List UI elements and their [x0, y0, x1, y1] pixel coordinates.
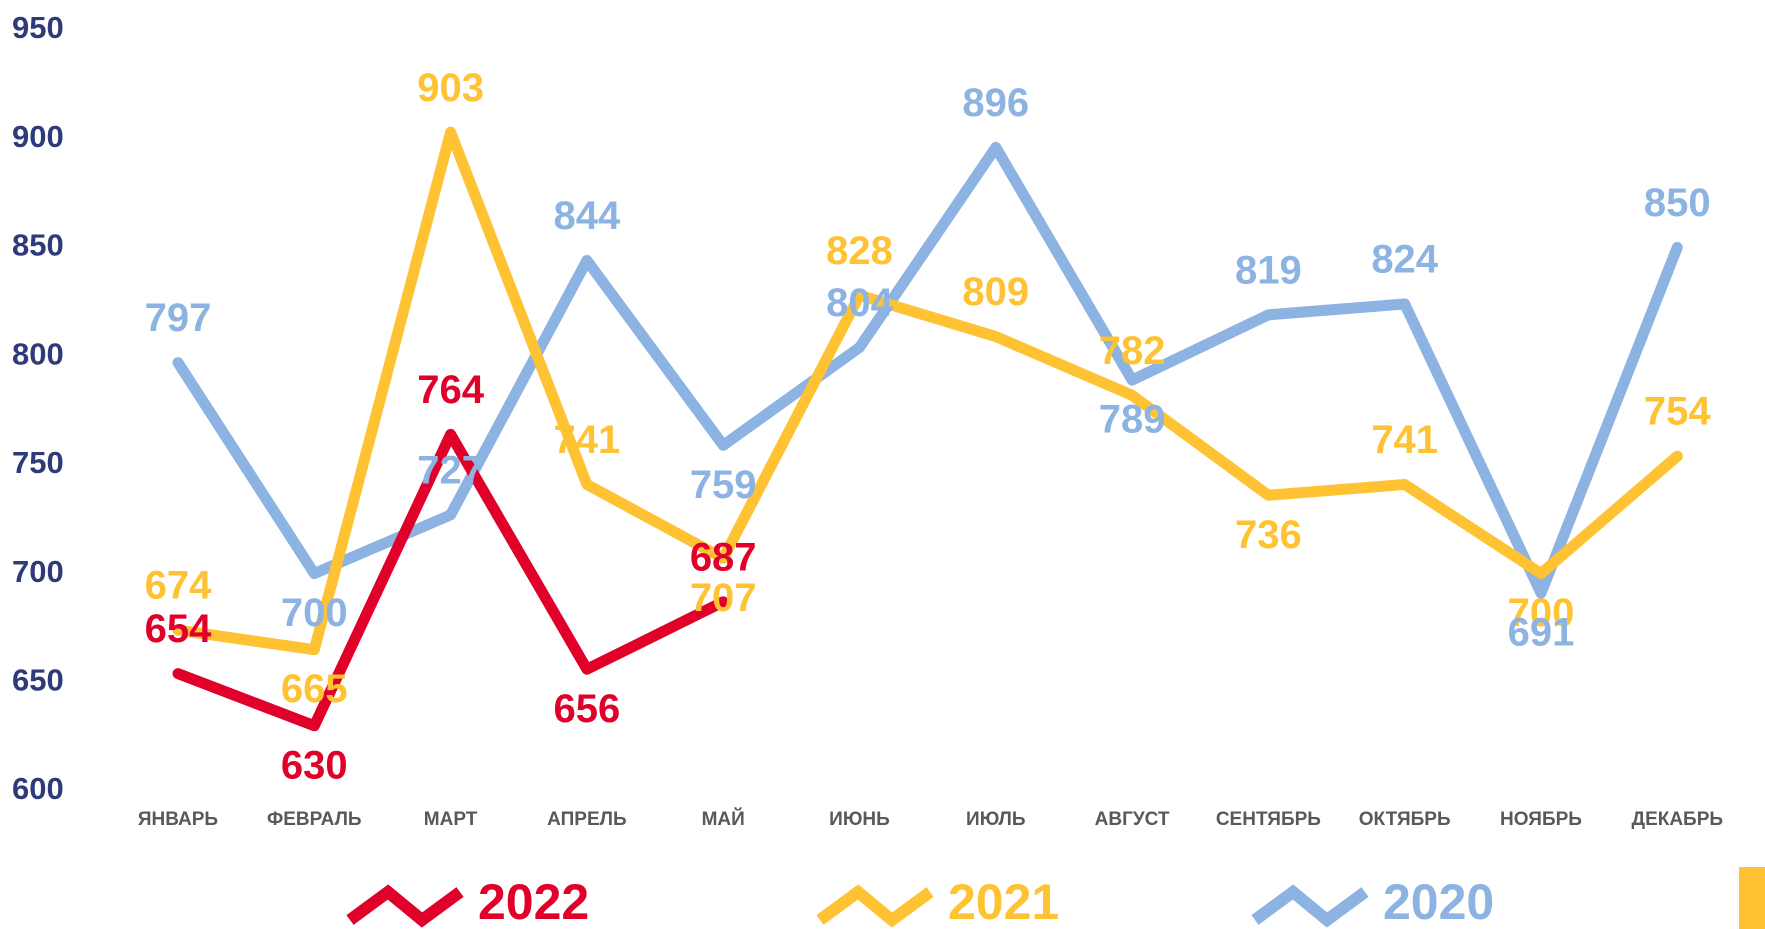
y-tick-label: 800	[12, 336, 64, 371]
legend-icon	[816, 884, 934, 928]
data-label: 707	[690, 576, 757, 620]
data-label: 797	[145, 296, 212, 340]
data-label: 700	[1508, 591, 1575, 635]
data-label: 687	[690, 535, 757, 579]
data-label: 700	[281, 591, 348, 635]
data-label: 824	[1371, 238, 1438, 282]
legend-icon	[1251, 884, 1369, 928]
x-tick-label: ФЕВРАЛЬ	[267, 809, 362, 830]
data-label: 809	[962, 270, 1029, 314]
legend-label: 2021	[948, 874, 1059, 929]
x-tick-label: МАРТ	[424, 809, 478, 830]
x-tick-label: ЯНВАРЬ	[138, 809, 218, 830]
data-label: 828	[826, 229, 893, 273]
series-line	[172, 126, 1683, 656]
x-tick-label: НОЯБРЬ	[1500, 809, 1582, 830]
y-tick-label: 950	[12, 10, 64, 45]
x-tick-label: СЕНТЯБРЬ	[1216, 809, 1321, 830]
data-label: 741	[554, 418, 621, 462]
x-tick-label: ДЕКАБРЬ	[1632, 809, 1724, 830]
y-tick-label: 650	[12, 662, 64, 697]
y-tick-label: 600	[12, 771, 64, 806]
data-label: 665	[281, 667, 348, 711]
series-line	[172, 141, 1683, 599]
y-tick-label: 900	[12, 119, 64, 154]
data-label: 804	[826, 281, 893, 325]
data-label: 850	[1644, 181, 1711, 225]
data-label: 727	[417, 448, 484, 492]
data-label: 630	[281, 743, 348, 787]
x-tick-label: МАЙ	[702, 808, 745, 830]
data-label: 844	[554, 194, 621, 238]
x-tick-label: ИЮНЬ	[829, 809, 890, 830]
y-tick-label: 750	[12, 445, 64, 480]
legend-label: 2022	[478, 874, 589, 929]
data-label: 903	[417, 66, 484, 110]
legend-icon	[346, 884, 464, 928]
data-label: 654	[145, 607, 212, 651]
y-tick-label: 700	[12, 554, 64, 589]
x-tick-label: ИЮЛЬ	[966, 809, 1026, 830]
data-label: 782	[1099, 329, 1166, 373]
data-label: 764	[417, 368, 484, 412]
data-label: 754	[1644, 390, 1711, 434]
series-line	[172, 428, 729, 732]
data-label: 656	[554, 687, 621, 731]
legend-label: 2020	[1383, 874, 1494, 929]
x-tick-label: ОКТЯБРЬ	[1359, 809, 1451, 830]
data-label: 674	[145, 564, 212, 608]
decoration	[1739, 867, 1765, 929]
data-label: 819	[1235, 248, 1302, 292]
y-tick-label: 850	[12, 228, 64, 263]
x-tick-label: АВГУСТ	[1095, 809, 1170, 830]
data-label: 736	[1235, 513, 1302, 557]
data-label: 741	[1371, 418, 1438, 462]
data-label: 789	[1099, 398, 1166, 442]
x-tick-label: АПРЕЛЬ	[547, 809, 626, 830]
data-label: 759	[690, 463, 757, 507]
data-label: 691	[1508, 611, 1575, 655]
data-label: 896	[962, 81, 1029, 125]
